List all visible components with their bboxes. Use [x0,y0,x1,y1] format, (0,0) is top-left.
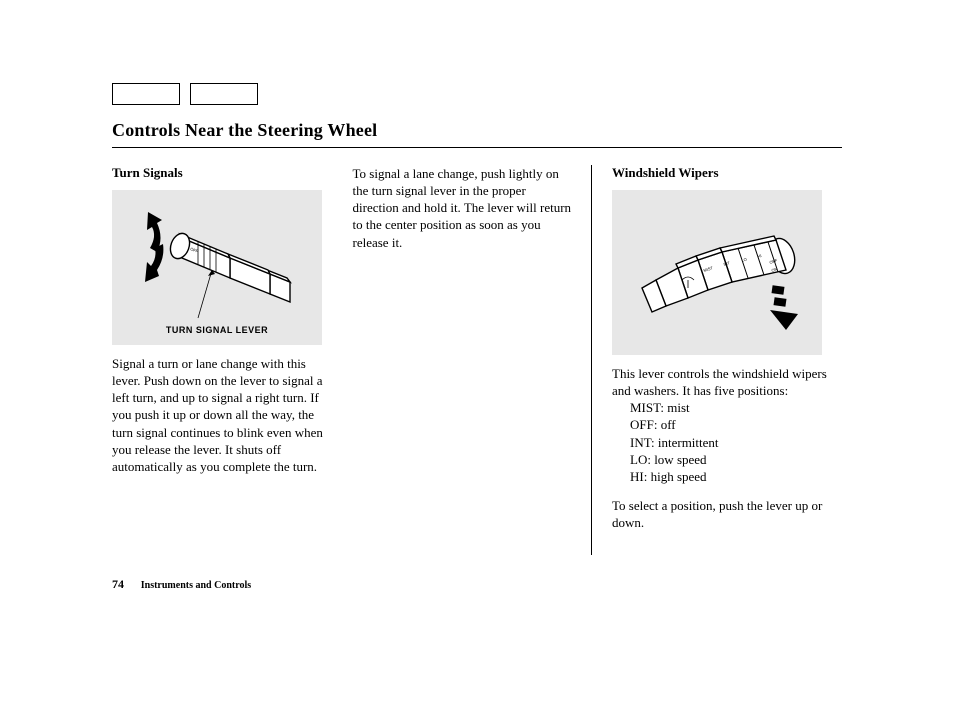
manual-page: Controls Near the Steering Wheel Turn Si… [0,0,954,710]
body-lane-change: To signal a lane change, push lightly on… [353,165,573,251]
wiper-pos-lo: LO: low speed [630,451,840,468]
chapter-name: Instruments and Controls [141,580,251,591]
figure-wiper-lever: MIST INT LO HI OFF ON [612,190,822,355]
content-columns: Turn Signals [112,165,840,555]
wiper-pos-off: OFF: off [630,416,840,433]
wiper-lever-icon: MIST INT LO HI OFF ON [612,190,822,355]
wiper-positions-list: MIST: mist OFF: off INT: intermittent LO… [612,399,840,485]
page-number: 74 [112,577,124,591]
body-turn-signals: Signal a turn or lane change with this l… [112,355,332,475]
header-tabs [112,83,258,105]
tab-box-1 [112,83,180,105]
figure-caption-turn-signal: TURN SIGNAL LEVER [112,325,322,337]
turn-signal-lever-icon: OFF [112,190,322,345]
figure-turn-signal-lever: OFF TURN SIGNAL LEVER [112,190,322,345]
section-title: Controls Near the Steering Wheel [112,120,842,148]
tab-box-2 [190,83,258,105]
heading-turn-signals: Turn Signals [112,165,332,182]
body-wipers-intro: This lever controls the windshield wiper… [612,365,840,399]
wiper-pos-mist: MIST: mist [630,399,840,416]
wiper-pos-hi: HI: high speed [630,468,840,485]
column-turn-signals: Turn Signals [112,165,332,555]
page-footer: 74 Instruments and Controls [112,577,251,592]
heading-wipers: Windshield Wipers [612,165,840,182]
column-lane-change: To signal a lane change, push lightly on… [353,165,592,555]
body-wipers-outro: To select a position, push the lever up … [612,497,840,531]
wiper-pos-int: INT: intermittent [630,434,840,451]
column-wipers: Windshield Wipers [612,165,840,555]
